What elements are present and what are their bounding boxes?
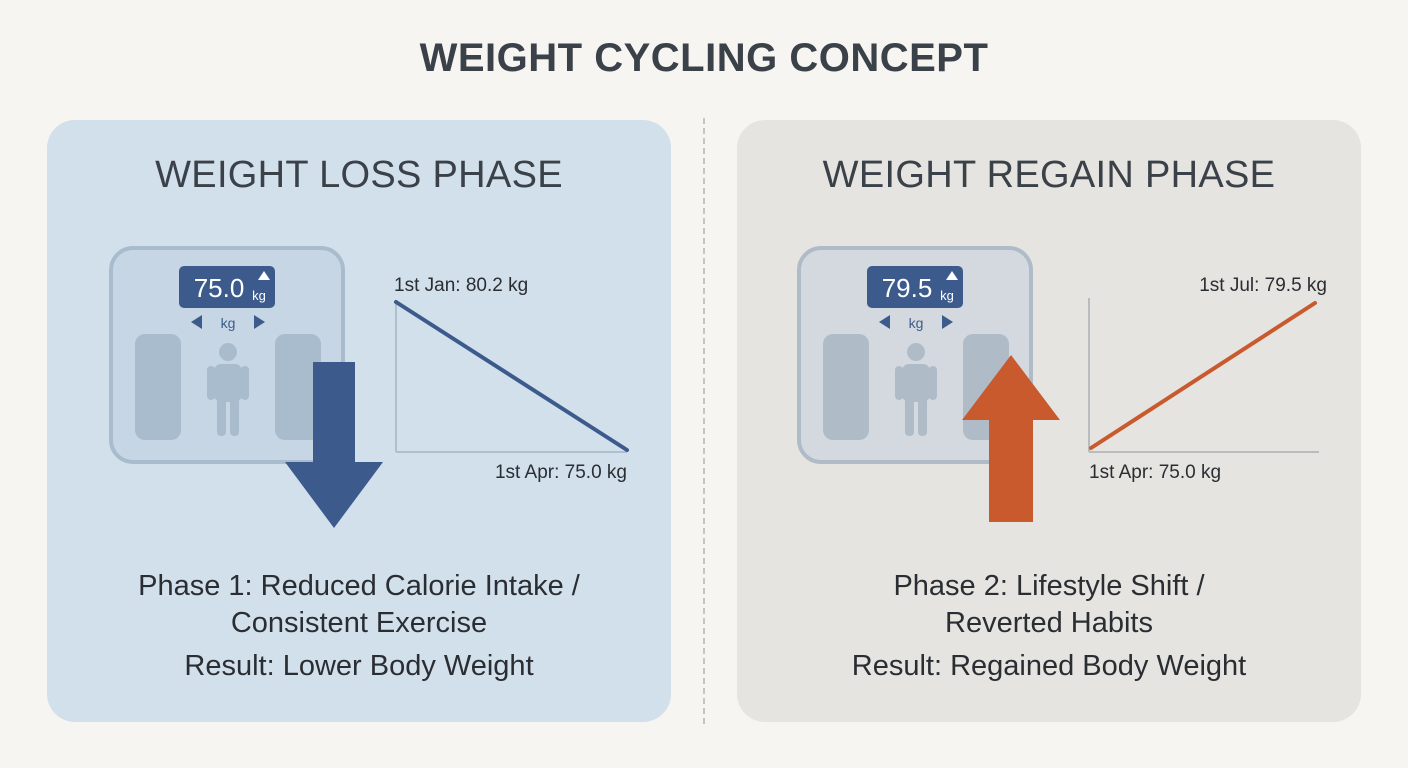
up-caret-icon [946, 271, 958, 280]
caption-result: Result: Regained Body Weight [851, 650, 1247, 682]
left-caret-icon [879, 315, 890, 329]
chart-start-label: 1st Jan: 80.2 kg [394, 275, 528, 296]
up-arrow-icon [962, 355, 1060, 522]
chart-start-label: 1st Apr: 75.0 kg [1089, 462, 1221, 483]
right-caret-icon [254, 315, 265, 329]
page-title: WEIGHT CYCLING CONCEPT [419, 36, 989, 80]
weight-loss-illustration: 75.0 kg kg 1st Jan: 80.2 kg 1st Apr: 75.… [109, 246, 629, 528]
chart-end-label: 1st Jul: 79.5 kg [1199, 275, 1327, 296]
scale-display [179, 266, 275, 308]
caption-line-2: Consistent Exercise [230, 607, 488, 639]
caption-line-2: Reverted Habits [945, 607, 1153, 639]
weight-regain-illustration: 79.5 kg kg 1st Jul: 79.5 kg 1st Apr: 75.… [797, 246, 1327, 522]
up-caret-icon [258, 271, 270, 280]
panel-heading: WEIGHT REGAIN PHASE [822, 154, 1276, 196]
person-icon [895, 343, 937, 436]
scale-sub-unit: kg [909, 315, 924, 331]
left-foot-pad [823, 334, 869, 440]
left-caret-icon [191, 315, 202, 329]
caption-result: Result: Lower Body Weight [184, 650, 534, 682]
center-divider [703, 118, 705, 724]
right-foot-pad [275, 334, 321, 440]
caption-line-1: Phase 2: Lifestyle Shift / [893, 570, 1205, 602]
chart-end-label: 1st Apr: 75.0 kg [495, 462, 627, 483]
weight-trend-line [1089, 301, 1317, 450]
person-icon [207, 343, 249, 436]
scale-sub-unit: kg [221, 315, 236, 331]
right-caret-icon [942, 315, 953, 329]
scale-unit: kg [940, 288, 954, 303]
weight-regain-panel: WEIGHT REGAIN PHASE 79.5 kg kg 1st Jul: [737, 120, 1361, 722]
scale-display [867, 266, 963, 308]
scale-unit: kg [252, 288, 266, 303]
weight-loss-panel: WEIGHT LOSS PHASE 75.0 kg kg 1st Jan: 8 [47, 120, 671, 722]
down-arrow-icon [285, 362, 383, 528]
caption-line-1: Phase 1: Reduced Calorie Intake / [138, 570, 580, 602]
scale-reading: 75.0 [194, 273, 245, 303]
weight-trend-line [394, 300, 629, 452]
left-foot-pad [135, 334, 181, 440]
panel-heading: WEIGHT LOSS PHASE [155, 154, 563, 196]
scale-reading: 79.5 [882, 273, 933, 303]
